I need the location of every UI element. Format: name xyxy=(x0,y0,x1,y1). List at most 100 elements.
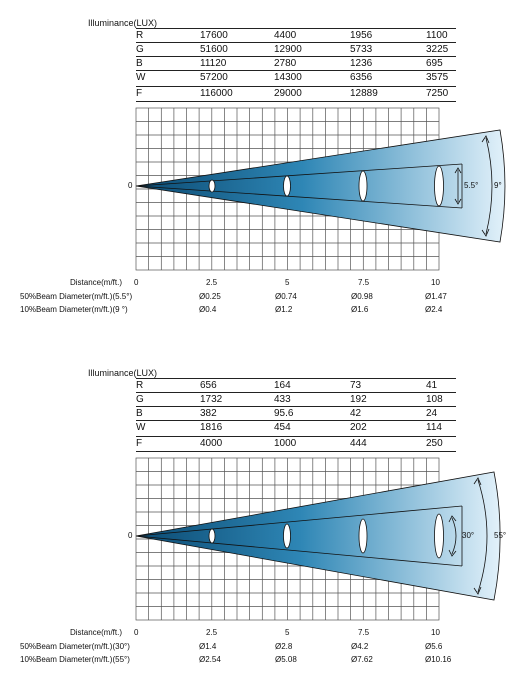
row-label-g: G xyxy=(136,394,144,405)
distance-value: 7.5 xyxy=(358,628,370,637)
table-divider xyxy=(136,436,456,437)
table-cell: 454 xyxy=(274,422,291,433)
distance-value: 5 xyxy=(285,278,290,287)
photometric-panel-wide: Illuminance(LUX) R 656 164 73 41 G 1732 … xyxy=(0,350,527,692)
table-cell: 3575 xyxy=(426,72,449,83)
inner-angle-label: 30° xyxy=(462,531,475,540)
outer-angle-label: 9° xyxy=(494,181,502,190)
table-cell: 12889 xyxy=(350,88,378,99)
row-label-r: R xyxy=(136,380,144,391)
illuminance-title: Illuminance(LUX) xyxy=(88,18,158,28)
origin-label: 0 xyxy=(128,531,133,540)
row-label-b: B xyxy=(136,58,143,69)
beam10-value: Ø1.2 xyxy=(275,305,293,314)
outer-angle-label: 55° xyxy=(494,531,507,540)
table-cell: 1100 xyxy=(426,30,448,41)
beam50-value: Ø1.47 xyxy=(425,292,447,301)
table-cell: 202 xyxy=(350,422,367,433)
inner-beam-lines xyxy=(135,505,463,567)
table-cell: 1956 xyxy=(350,30,373,41)
outer-beam-cone xyxy=(135,129,506,243)
photometric-panel-narrow: Illuminance(LUX) R 17600 4400 1956 1100 … xyxy=(0,0,527,340)
table-cell: 656 xyxy=(200,380,217,391)
beam50-value: Ø5.6 xyxy=(425,642,443,651)
table-cell: 250 xyxy=(426,438,443,449)
distance-label: Distance(m/ft.) xyxy=(70,278,123,287)
table-cell: 192 xyxy=(350,394,367,405)
table-cell: 116000 xyxy=(200,88,233,99)
beam10-value: Ø10.16 xyxy=(425,655,452,664)
table-cell: 11120 xyxy=(200,58,227,69)
table-cell: 57200 xyxy=(200,72,228,83)
table-cell: 6356 xyxy=(350,72,373,83)
table-cell: 433 xyxy=(274,394,291,405)
beam50-value: Ø2.8 xyxy=(275,642,293,651)
row-label-b: B xyxy=(136,408,143,419)
beam-ellipses xyxy=(208,165,444,207)
beam-ellipses xyxy=(208,513,444,559)
beam10-value: Ø0.4 xyxy=(199,305,217,314)
table-divider xyxy=(136,406,456,407)
table-cell: 5733 xyxy=(350,44,373,55)
outer-angle-arrow xyxy=(473,477,488,595)
table-cell: 108 xyxy=(426,394,443,405)
table-cell: 444 xyxy=(350,438,367,449)
inner-angle-label: 5.5° xyxy=(464,181,479,190)
table-cell: 1236 xyxy=(350,58,373,69)
outer-beam-cone xyxy=(135,471,501,601)
table-cell: 4400 xyxy=(274,30,297,41)
inner-beam-lines xyxy=(135,163,463,209)
distance-value: 5 xyxy=(285,628,290,637)
table-cell: 12900 xyxy=(274,44,302,55)
beam50-label: 50%Beam Diameter(m/ft.)(5.5°) xyxy=(20,292,133,301)
row-label-g: G xyxy=(136,44,144,55)
beam50-value: Ø0.25 xyxy=(199,292,221,301)
table-cell: 2780 xyxy=(274,58,297,69)
table-divider xyxy=(136,70,456,71)
table-cell: 3225 xyxy=(426,44,449,55)
row-label-w: W xyxy=(136,422,146,433)
distance-value: 2.5 xyxy=(206,628,218,637)
beam10-value: Ø7.62 xyxy=(351,655,373,664)
table-cell: 73 xyxy=(350,380,362,391)
inner-angle-arrow xyxy=(448,515,457,557)
beam50-value: Ø1.4 xyxy=(199,642,217,651)
table-cell: 95.6 xyxy=(274,408,294,419)
table-cell: 114 xyxy=(426,422,442,433)
distance-value: 0 xyxy=(134,628,139,637)
table-cell: 164 xyxy=(274,380,291,391)
beam50-label: 50%Beam Diameter(m/ft.)(30°) xyxy=(20,642,130,651)
table-cell: 14300 xyxy=(274,72,302,83)
table-divider xyxy=(136,42,456,43)
beam10-value: Ø1.6 xyxy=(351,305,369,314)
beam10-label: 10%Beam Diameter(m/ft.)(9 °) xyxy=(20,305,128,314)
table-cell: 1000 xyxy=(274,438,297,449)
table-cell: 7250 xyxy=(426,88,449,99)
row-label-f: F xyxy=(136,88,143,99)
beam50-value: Ø0.98 xyxy=(351,292,373,301)
row-label-r: R xyxy=(136,30,144,41)
table-divider xyxy=(136,378,456,379)
illuminance-title: Illuminance(LUX) xyxy=(88,368,158,378)
table-cell: 695 xyxy=(426,58,443,69)
row-label-w: W xyxy=(136,72,146,83)
beam-diagram xyxy=(135,457,501,621)
beam10-value: Ø5.08 xyxy=(275,655,297,664)
table-cell: 51600 xyxy=(200,44,228,55)
beam50-value: Ø0.74 xyxy=(275,292,297,301)
table-cell: 17600 xyxy=(200,30,228,41)
table-divider xyxy=(136,451,456,452)
table-cell: 1732 xyxy=(200,394,223,405)
origin-label: 0 xyxy=(128,181,133,190)
distance-value: 10 xyxy=(431,278,440,287)
table-cell: 41 xyxy=(426,380,438,391)
table-cell: 382 xyxy=(200,408,217,419)
beam10-label: 10%Beam Diameter(m/ft.)(55°) xyxy=(20,655,130,664)
distance-label: Distance(m/ft.) xyxy=(70,628,123,637)
inner-angle-arrow xyxy=(454,167,462,205)
beam10-value: Ø2.4 xyxy=(425,305,443,314)
outer-angle-arrow xyxy=(481,135,493,237)
table-divider xyxy=(136,56,456,57)
distance-value: 0 xyxy=(134,278,139,287)
beam-diagram xyxy=(135,107,506,271)
